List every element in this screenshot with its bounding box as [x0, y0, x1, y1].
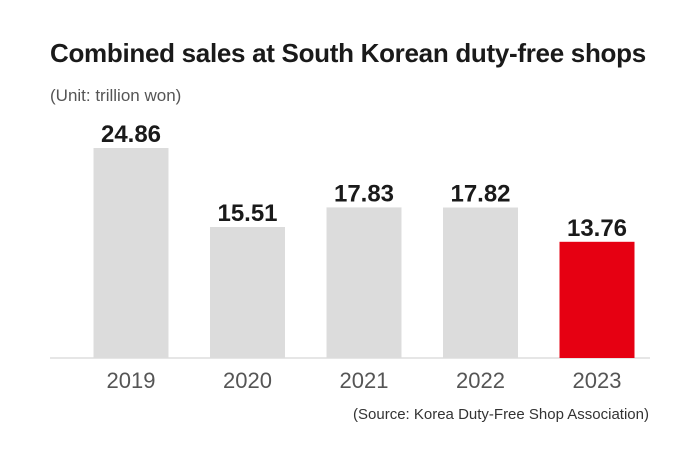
x-tick-label-2019: 2019 [107, 368, 156, 393]
x-tick-label-2020: 2020 [223, 368, 272, 393]
value-labels-group: 24.86 15.51 17.83 17.82 13.76 [101, 121, 627, 242]
bar-2022 [443, 207, 518, 358]
chart-unit-subtitle: (Unit: trillion won) [50, 86, 182, 105]
value-label-2019: 24.86 [101, 121, 161, 148]
chart-source-note: (Source: Korea Duty-Free Shop Associatio… [353, 406, 649, 423]
value-label-2020: 15.51 [217, 200, 277, 227]
value-label-2022: 17.82 [450, 181, 510, 208]
x-tick-labels-group: 2019 2020 2021 2022 2023 [107, 368, 622, 393]
x-tick-label-2022: 2022 [456, 368, 505, 393]
bar-2021 [326, 207, 402, 358]
value-label-2021: 17.83 [334, 180, 394, 207]
value-label-2023: 13.76 [567, 215, 627, 242]
bar-2020 [210, 227, 285, 358]
bar-2023 [559, 241, 635, 358]
bar-2019 [93, 148, 169, 358]
x-tick-label-2023: 2023 [573, 368, 622, 393]
x-tick-label-2021: 2021 [340, 368, 389, 393]
chart-title: Combined sales at South Korean duty-free… [50, 38, 646, 68]
bars-group [93, 148, 635, 358]
